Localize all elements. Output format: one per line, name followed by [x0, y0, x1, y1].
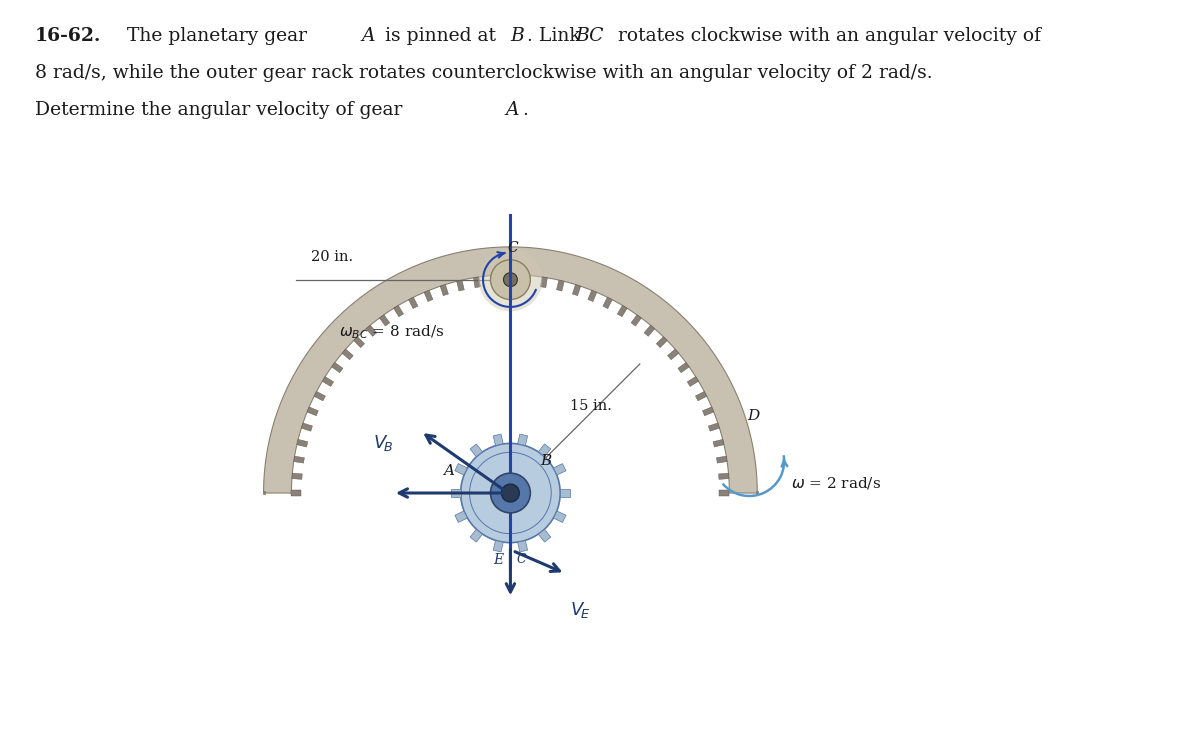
Polygon shape: [296, 440, 308, 447]
Text: Determine the angular velocity of gear: Determine the angular velocity of gear: [35, 101, 408, 119]
Text: B: B: [541, 454, 552, 468]
Circle shape: [479, 248, 542, 311]
Polygon shape: [366, 325, 377, 336]
Polygon shape: [553, 511, 566, 523]
Polygon shape: [553, 464, 566, 475]
Polygon shape: [517, 540, 528, 552]
Polygon shape: [656, 337, 667, 348]
Text: A: A: [361, 26, 374, 44]
Circle shape: [491, 473, 530, 513]
Text: .: .: [522, 101, 528, 119]
Polygon shape: [408, 297, 418, 308]
Polygon shape: [264, 275, 757, 493]
Text: B: B: [510, 26, 524, 44]
Text: $\omega_{BC}$ = 8 rad/s: $\omega_{BC}$ = 8 rad/s: [340, 324, 444, 341]
Text: rotates clockwise with an angular velocity of: rotates clockwise with an angular veloci…: [612, 26, 1040, 44]
Polygon shape: [307, 407, 318, 416]
Text: 8 rad/s, while the outer gear rack rotates counterclockwise with an angular velo: 8 rad/s, while the outer gear rack rotat…: [35, 64, 932, 82]
Text: 15 in.: 15 in.: [570, 399, 612, 413]
Polygon shape: [474, 277, 480, 288]
Polygon shape: [394, 305, 403, 316]
Text: BC: BC: [575, 26, 604, 44]
Polygon shape: [292, 473, 302, 480]
Polygon shape: [716, 456, 727, 463]
Polygon shape: [631, 315, 641, 326]
Text: C: C: [516, 553, 526, 566]
Polygon shape: [455, 511, 467, 523]
Text: $\mathit{V}_{\!\mathit{B}}$: $\mathit{V}_{\!\mathit{B}}$: [373, 434, 392, 453]
Polygon shape: [354, 337, 365, 348]
Polygon shape: [688, 377, 698, 386]
Polygon shape: [524, 275, 530, 286]
Polygon shape: [379, 315, 390, 326]
Text: $\omega$ = 2 rad/s: $\omega$ = 2 rad/s: [791, 475, 881, 491]
Polygon shape: [424, 290, 433, 302]
Text: The planetary gear: The planetary gear: [127, 26, 313, 44]
Circle shape: [461, 443, 560, 542]
Circle shape: [504, 273, 517, 286]
Polygon shape: [517, 434, 528, 445]
Polygon shape: [508, 275, 514, 284]
Text: E: E: [493, 553, 504, 566]
Polygon shape: [602, 297, 612, 308]
Polygon shape: [713, 440, 724, 447]
Text: $\mathit{V}_{\!\mathit{E}}$: $\mathit{V}_{\!\mathit{E}}$: [570, 600, 590, 620]
Polygon shape: [342, 349, 353, 359]
Polygon shape: [572, 284, 581, 296]
Text: 20 in.: 20 in.: [311, 250, 354, 264]
Polygon shape: [493, 540, 503, 552]
Polygon shape: [702, 407, 714, 416]
Polygon shape: [331, 362, 343, 373]
Polygon shape: [491, 275, 497, 286]
Circle shape: [491, 260, 530, 300]
Polygon shape: [292, 491, 301, 496]
Polygon shape: [719, 473, 728, 480]
Text: C: C: [508, 241, 517, 255]
Polygon shape: [678, 362, 689, 373]
Text: 16-62.: 16-62.: [35, 26, 101, 44]
Polygon shape: [314, 391, 325, 401]
Polygon shape: [455, 464, 467, 475]
Polygon shape: [644, 325, 655, 336]
Polygon shape: [557, 280, 564, 291]
Polygon shape: [617, 305, 628, 316]
Polygon shape: [539, 444, 551, 456]
Polygon shape: [470, 444, 482, 456]
Polygon shape: [440, 284, 449, 296]
Polygon shape: [588, 290, 596, 302]
Text: A: A: [443, 464, 455, 478]
Polygon shape: [457, 280, 464, 291]
Circle shape: [502, 484, 520, 502]
Polygon shape: [264, 247, 757, 493]
Polygon shape: [493, 434, 503, 445]
Text: is pinned at: is pinned at: [379, 26, 502, 44]
Polygon shape: [708, 423, 720, 432]
Polygon shape: [301, 423, 312, 432]
Polygon shape: [540, 277, 547, 288]
Polygon shape: [720, 491, 730, 496]
Text: A: A: [505, 101, 518, 119]
Polygon shape: [323, 377, 334, 386]
Polygon shape: [539, 529, 551, 542]
Text: D: D: [748, 409, 760, 423]
Polygon shape: [470, 529, 482, 542]
Polygon shape: [294, 456, 305, 463]
Polygon shape: [451, 489, 461, 497]
Polygon shape: [667, 349, 679, 359]
Polygon shape: [560, 489, 570, 497]
Polygon shape: [696, 391, 707, 401]
Text: . Link: . Link: [527, 26, 587, 44]
